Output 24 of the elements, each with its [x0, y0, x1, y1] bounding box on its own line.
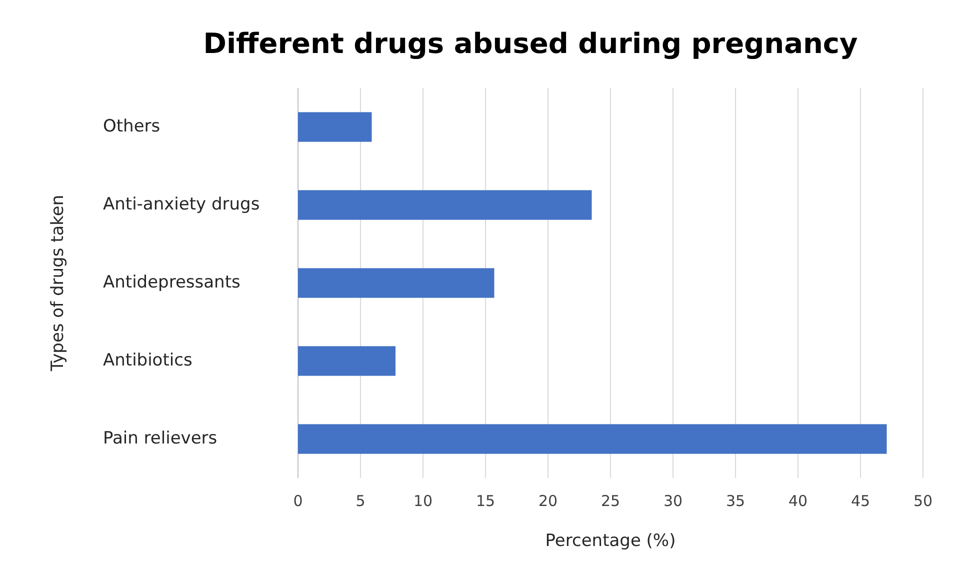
y-tick-label: Pain relievers — [103, 428, 218, 449]
bar — [298, 268, 494, 298]
x-tick-label: 5 — [356, 492, 366, 510]
x-tick-label: 35 — [726, 492, 746, 510]
x-tick-label: 20 — [538, 492, 558, 510]
x-tick-label: 15 — [476, 492, 496, 510]
chart-title: Different drugs abused during pregnancy — [203, 27, 858, 60]
x-tick-label: 50 — [913, 492, 933, 510]
bar — [298, 190, 592, 220]
y-tick-label: Anti-anxiety drugs — [103, 194, 260, 215]
x-tick-label: 40 — [788, 492, 808, 510]
x-tick-label: 0 — [293, 492, 303, 510]
x-tick-label: 45 — [850, 492, 870, 510]
y-tick-label: Antidepressants — [103, 272, 240, 293]
bar — [298, 346, 396, 376]
y-tick-label: Others — [103, 116, 160, 137]
x-tick-label: 25 — [600, 492, 620, 510]
y-tick-label: Antibiotics — [103, 350, 192, 371]
bar — [298, 424, 887, 454]
x-tick-label: 10 — [413, 492, 433, 510]
y-axis-title: Types of drugs taken — [48, 194, 68, 372]
bar — [298, 112, 372, 142]
x-tick-label: 30 — [663, 492, 683, 510]
x-axis-title: Percentage (%) — [545, 531, 676, 551]
